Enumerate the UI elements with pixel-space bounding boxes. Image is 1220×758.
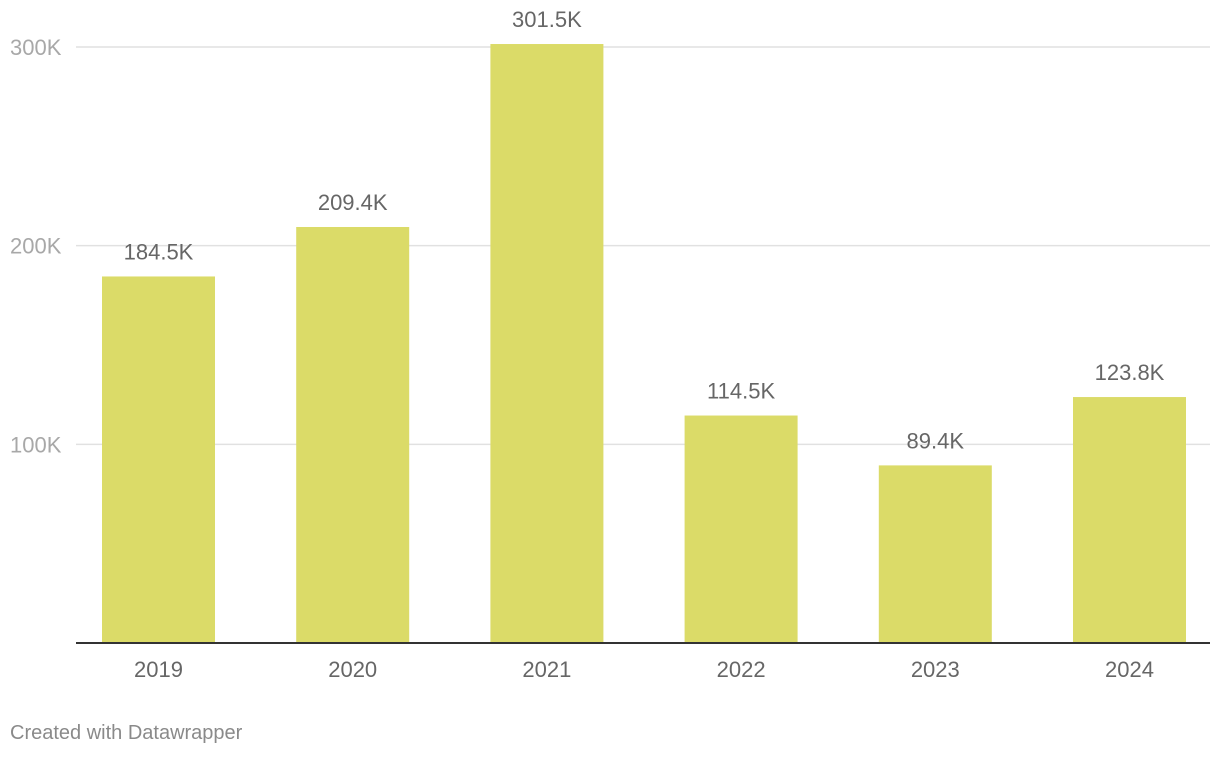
value-labels: 184.5K 209.4K 301.5K 114.5K 89.4K 123.8K [124,7,1165,453]
bar-2021 [490,44,604,643]
bar-2020 [296,226,410,643]
x-tick-label-2021: 2021 [522,657,571,682]
x-tick-label-2024: 2024 [1105,657,1154,682]
value-label-2024: 123.8K [1095,360,1165,385]
bar-2019 [102,276,215,643]
bar-2022 [684,415,798,643]
gridlines: 100K 200K 300K [10,35,1210,457]
x-axis-ticks: 2019 2020 2021 2022 2023 2024 [134,657,1154,682]
bar-2024 [1073,397,1186,643]
y-tick-label: 200K [10,234,62,259]
bars [102,44,1186,643]
x-tick-label-2019: 2019 [134,657,183,682]
value-label-2019: 184.5K [124,239,194,264]
value-label-2022: 114.5K [707,379,775,404]
value-label-2023: 89.4K [907,428,965,453]
x-tick-label-2020: 2020 [328,657,377,682]
y-tick-label: 100K [10,432,62,457]
footer-credit: Created with Datawrapper [10,722,243,744]
x-tick-label-2023: 2023 [911,657,960,682]
bar-2023 [878,465,992,643]
y-tick-label: 300K [10,35,62,60]
bar-chart: 100K 200K 300K 184.5K 209.4K 301.5K 114.5K 89.… [10,7,1210,682]
value-label-2021: 301.5K [512,7,582,32]
value-label-2020: 209.4K [318,190,388,215]
x-tick-label-2022: 2022 [717,657,766,682]
